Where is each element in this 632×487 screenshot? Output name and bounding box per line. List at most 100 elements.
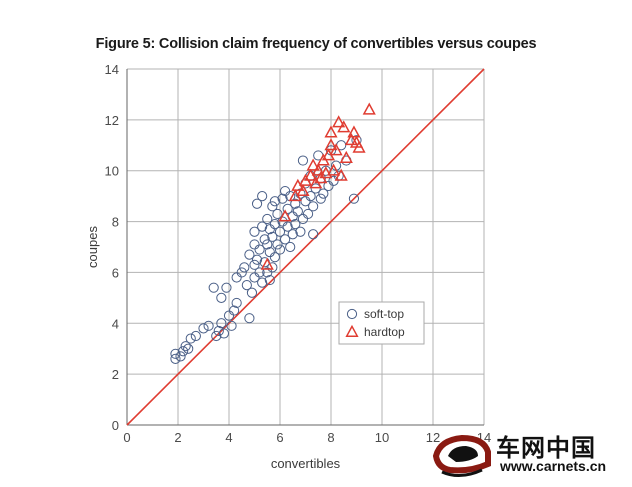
soft-top-point — [175, 351, 186, 362]
soft-top-point — [310, 183, 321, 194]
soft-top-point — [282, 203, 293, 214]
x-tick-label: 8 — [327, 430, 334, 445]
soft-top-point — [185, 333, 196, 344]
soft-top-point — [348, 193, 360, 204]
hardtop-point — [278, 209, 292, 222]
hardtop-point — [260, 257, 274, 270]
soft-top-point — [264, 246, 275, 258]
soft-top-point — [190, 330, 201, 342]
hardtop-point — [337, 120, 351, 133]
soft-top-point — [208, 282, 219, 293]
soft-top-point — [300, 196, 311, 207]
soft-top-point — [264, 274, 275, 286]
soft-top-point — [282, 221, 293, 232]
soft-top-series — [170, 135, 362, 364]
y-tick-label: 8 — [112, 215, 119, 230]
soft-top-point — [239, 262, 250, 273]
soft-top-point — [285, 241, 296, 253]
soft-top-point — [262, 239, 273, 250]
soft-top-point — [244, 249, 255, 260]
y-tick-label: 12 — [105, 113, 119, 128]
soft-top-point — [274, 226, 286, 237]
hardtop-point — [311, 163, 325, 176]
soft-top-point — [287, 229, 298, 240]
soft-top-point — [223, 310, 235, 321]
hardtop-point — [319, 166, 333, 179]
hardtop-point — [326, 163, 341, 176]
soft-top-point — [218, 328, 229, 339]
soft-top-point — [249, 259, 260, 270]
soft-top-point — [251, 254, 263, 265]
hardtop-point — [296, 183, 310, 197]
x-axis-label: convertibles — [271, 456, 341, 471]
hardtop-point — [352, 140, 366, 153]
soft-top-point — [254, 267, 265, 278]
soft-top-point — [274, 244, 286, 255]
soft-top-point — [178, 346, 189, 357]
x-tick-label: 10 — [375, 430, 389, 445]
soft-top-point — [170, 348, 181, 359]
x-tick-labels: 0 2 4 6 8 10 12 14 — [123, 430, 491, 445]
soft-top-point — [267, 201, 278, 212]
legend-box — [338, 301, 425, 345]
soft-top-point — [280, 185, 291, 197]
soft-top-point — [315, 193, 326, 204]
soft-top-point — [302, 208, 314, 220]
y-tick-label: 6 — [112, 265, 119, 280]
soft-top-point — [198, 323, 209, 334]
hardtop-point — [334, 168, 348, 181]
x-tick-label: 6 — [276, 430, 283, 445]
y-tick-label: 0 — [112, 418, 119, 433]
soft-top-point — [226, 320, 237, 331]
hardtop-point — [329, 143, 343, 156]
soft-top-point — [257, 277, 268, 288]
soft-top-point — [257, 221, 268, 232]
y-tick-label: 10 — [105, 164, 119, 179]
y-tick-label: 4 — [112, 316, 119, 331]
soft-top-point — [257, 191, 268, 202]
soft-top-point — [262, 267, 273, 278]
soft-top-point — [272, 208, 283, 220]
soft-top-point — [290, 198, 301, 209]
soft-top-point — [267, 231, 278, 242]
legend-soft-top-marker — [346, 308, 358, 320]
soft-top-point — [292, 206, 303, 217]
soft-top-point — [290, 219, 301, 230]
soft-top-point — [328, 175, 339, 186]
soft-top-point — [295, 226, 306, 237]
car-logo-icon — [432, 434, 491, 477]
x-tick-label: 2 — [174, 430, 181, 445]
soft-top-point — [269, 252, 280, 263]
axes — [126, 69, 484, 426]
legend: soft-top hardtop — [338, 301, 425, 345]
soft-top-point — [231, 272, 242, 283]
soft-top-point — [254, 244, 265, 255]
soft-top-point — [211, 330, 222, 342]
reference-diagonal-line — [126, 68, 485, 426]
legend-hardtop-marker — [345, 324, 359, 337]
hardtop-point — [306, 158, 320, 171]
soft-top-point — [323, 180, 334, 192]
soft-top-point — [249, 239, 260, 250]
x-tick-label: 12 — [426, 430, 440, 445]
y-tick-labels: 0 2 4 6 8 10 12 14 — [105, 62, 119, 433]
hardtop-series — [260, 102, 376, 270]
y-tick-label: 14 — [105, 62, 119, 77]
soft-top-point — [241, 280, 252, 291]
hardtop-point — [347, 125, 361, 138]
hardtop-point — [339, 150, 353, 163]
soft-top-point — [318, 188, 329, 199]
soft-top-point — [264, 224, 275, 235]
soft-top-point — [203, 320, 214, 331]
soft-top-point — [213, 325, 224, 337]
soft-top-point — [221, 282, 232, 293]
soft-top-point — [308, 229, 319, 240]
soft-top-point — [280, 234, 291, 245]
soft-top-point — [246, 287, 258, 298]
y-axis-label: coupes — [85, 226, 100, 268]
soft-top-point — [267, 262, 278, 273]
soft-top-point — [308, 201, 319, 212]
hardtop-point — [332, 115, 346, 128]
soft-top-point — [249, 226, 260, 237]
